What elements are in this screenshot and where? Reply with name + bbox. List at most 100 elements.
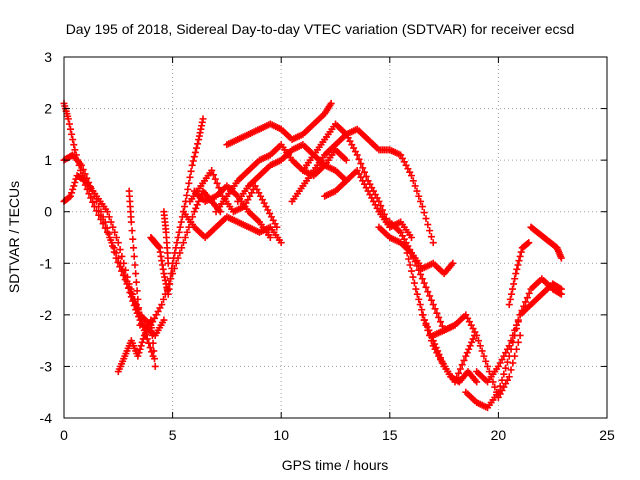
- data-point: [277, 239, 285, 247]
- data-point: [164, 259, 172, 267]
- data-point: [355, 155, 363, 163]
- data-point: [88, 187, 96, 195]
- data-point: [124, 284, 132, 292]
- data-point: [160, 295, 168, 303]
- data-point: [516, 252, 524, 260]
- data-point: [116, 263, 124, 271]
- data-point: [511, 326, 519, 334]
- data-point: [148, 331, 156, 339]
- data-point: [138, 338, 146, 346]
- data-point: [455, 369, 463, 377]
- data-point: [507, 290, 515, 298]
- data-point: [93, 197, 101, 205]
- series-7: [160, 208, 172, 267]
- data-point: [114, 258, 122, 266]
- series-3: [60, 151, 157, 360]
- series-5: [125, 187, 144, 329]
- data-point: [128, 227, 136, 235]
- data-point: [557, 285, 565, 293]
- data-point: [379, 206, 387, 214]
- data-point: [512, 270, 520, 278]
- series-9: [186, 166, 281, 231]
- data-point: [105, 213, 113, 221]
- data-point: [190, 153, 198, 161]
- data-point: [511, 275, 519, 283]
- data-point: [65, 193, 73, 201]
- data-point: [111, 228, 119, 236]
- data-point: [424, 288, 432, 296]
- data-point: [183, 228, 191, 236]
- data-point: [190, 208, 198, 216]
- data-point: [81, 170, 89, 178]
- data-point: [524, 240, 532, 248]
- data-point: [422, 215, 430, 223]
- data-point: [473, 331, 481, 339]
- data-point: [85, 178, 93, 186]
- y-tick-label: -3: [40, 358, 53, 374]
- data-point: [427, 233, 435, 241]
- data-point: [411, 182, 419, 190]
- data-point: [507, 366, 515, 374]
- data-point: [273, 223, 281, 231]
- data-point: [523, 294, 531, 302]
- data-point: [359, 164, 367, 172]
- data-point: [557, 254, 565, 262]
- data-point: [491, 383, 499, 391]
- data-point: [509, 331, 517, 339]
- y-tick-label: -4: [40, 410, 53, 426]
- data-point: [362, 172, 370, 180]
- data-point: [460, 356, 468, 364]
- data-point: [420, 279, 428, 287]
- y-tick-label: 0: [44, 204, 52, 220]
- data-point: [463, 349, 471, 357]
- data-point: [514, 261, 522, 269]
- data-point: [429, 301, 437, 309]
- data-point: [513, 321, 520, 329]
- y-tick-label: -2: [40, 307, 53, 323]
- data-point: [147, 316, 155, 324]
- data-point: [87, 194, 95, 202]
- series-11: [223, 99, 335, 149]
- data-point: [357, 160, 365, 168]
- data-point: [109, 223, 117, 231]
- data-point: [415, 266, 423, 274]
- data-point: [192, 204, 200, 212]
- data-point: [64, 115, 72, 123]
- grid-layer: [64, 57, 607, 418]
- series-16: [321, 166, 416, 241]
- x-tick-label: 25: [599, 427, 615, 443]
- data-point: [500, 370, 508, 378]
- series-20: [418, 311, 479, 386]
- data-point: [134, 295, 142, 303]
- data-points-layer: [60, 99, 565, 412]
- data-point: [465, 345, 473, 353]
- data-point: [105, 230, 113, 238]
- data-point: [436, 318, 444, 326]
- data-point: [403, 249, 411, 257]
- data-point: [126, 289, 134, 297]
- data-point: [408, 172, 416, 180]
- data-point: [112, 254, 120, 262]
- data-point: [194, 140, 202, 148]
- x-tick-label: 15: [382, 427, 398, 443]
- series-24: [505, 239, 533, 309]
- data-point: [473, 378, 481, 386]
- data-point: [127, 218, 135, 226]
- data-point: [420, 316, 428, 324]
- data-point: [422, 283, 430, 291]
- data-point: [498, 376, 506, 384]
- data-point: [415, 192, 423, 200]
- data-point: [208, 166, 216, 174]
- series-4: [114, 316, 159, 376]
- data-point: [514, 316, 522, 324]
- data-point: [453, 374, 461, 382]
- data-point: [412, 285, 420, 293]
- data-point: [409, 177, 417, 185]
- data-point: [101, 218, 109, 226]
- data-point: [137, 342, 145, 350]
- data-point: [360, 168, 368, 176]
- data-point: [427, 296, 435, 304]
- data-point: [417, 197, 425, 205]
- data-point: [466, 342, 474, 350]
